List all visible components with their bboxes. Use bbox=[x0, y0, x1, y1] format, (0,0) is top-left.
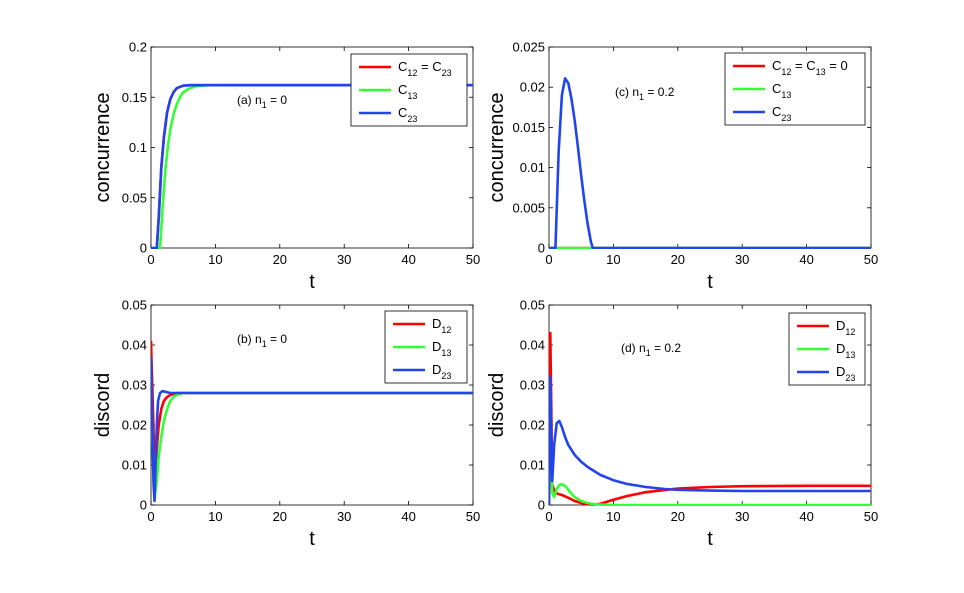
y-tick-label: 0 bbox=[538, 498, 545, 513]
x-tick-label: 20 bbox=[671, 509, 685, 524]
panel-annotation: (a) n1 = 0 bbox=[237, 93, 287, 110]
panel-annotation: (c) n1 = 0.2 bbox=[615, 85, 675, 102]
x-tick-label: 50 bbox=[864, 509, 878, 524]
y-tick-label: 0.1 bbox=[129, 140, 147, 155]
y-tick-label: 0.05 bbox=[520, 298, 545, 313]
x-tick-label: 10 bbox=[606, 509, 620, 524]
x-tick-label: 40 bbox=[799, 252, 813, 267]
series-line-d23 bbox=[549, 375, 871, 506]
y-tick-label: 0.15 bbox=[122, 90, 147, 105]
legend-entry: C13 bbox=[398, 82, 417, 101]
y-tick-label: 0.04 bbox=[122, 338, 147, 353]
panel-annotation: (b) n1 = 0 bbox=[237, 332, 287, 349]
x-tick-label: 10 bbox=[208, 509, 222, 524]
y-tick-label: 0.05 bbox=[122, 190, 147, 205]
legend-entry: D13 bbox=[432, 339, 451, 358]
series-line-c23 bbox=[549, 77, 871, 249]
x-tick-label: 50 bbox=[466, 509, 480, 524]
x-tick-label: 40 bbox=[401, 509, 415, 524]
x-tick-label: 0 bbox=[147, 509, 154, 524]
y-tick-label: 0.03 bbox=[122, 378, 147, 393]
x-tick-label: 30 bbox=[337, 509, 351, 524]
x-axis-label: t bbox=[309, 528, 315, 550]
x-tick-label: 20 bbox=[273, 509, 287, 524]
x-tick-label: 10 bbox=[606, 252, 620, 267]
legend-entry: C23 bbox=[398, 105, 417, 124]
x-tick-label: 20 bbox=[273, 252, 287, 267]
x-tick-label: 30 bbox=[735, 252, 749, 267]
legend: C12 = C13 = 0 C13 C23 bbox=[724, 52, 866, 126]
y-tick-label: 0 bbox=[538, 241, 545, 256]
chart-panel-d: 0 10 20 30 40 50 0 0.01 0.02 0.03 0.04 0.05 t discord… bbox=[486, 298, 878, 551]
x-tick-label: 10 bbox=[208, 252, 222, 267]
x-axis-label: t bbox=[309, 271, 315, 293]
x-tick-label: 40 bbox=[799, 509, 813, 524]
x-axis-label: t bbox=[707, 271, 713, 293]
x-tick-label: 30 bbox=[337, 252, 351, 267]
legend: D12 D13 D23 bbox=[788, 312, 866, 386]
legend: D12 D13 D23 bbox=[384, 310, 468, 384]
y-axis-label: concurrence bbox=[92, 92, 114, 202]
y-tick-label: 0 bbox=[140, 241, 147, 256]
y-tick-label: 0.04 bbox=[520, 338, 545, 353]
y-tick-label: 0 bbox=[140, 498, 147, 513]
x-tick-label: 0 bbox=[147, 252, 154, 267]
y-tick-label: 0.015 bbox=[512, 120, 545, 135]
x-tick-label: 30 bbox=[735, 509, 749, 524]
x-axis-label: t bbox=[707, 528, 713, 550]
series-line-c23 bbox=[151, 83, 473, 249]
legend-entry: C12 = C13 = 0 bbox=[772, 58, 848, 77]
y-tick-label: 0.025 bbox=[512, 40, 545, 55]
legend-entry: C13 bbox=[772, 81, 791, 100]
y-tick-label: 0.02 bbox=[520, 418, 545, 433]
legend-entry: C23 bbox=[772, 104, 791, 123]
legend-entry: D23 bbox=[432, 362, 451, 381]
legend-entry: D12 bbox=[836, 318, 855, 337]
y-tick-label: 0.03 bbox=[520, 378, 545, 393]
y-tick-label: 0.05 bbox=[122, 298, 147, 313]
y-tick-label: 0.005 bbox=[512, 200, 545, 215]
y-tick-label: 0.01 bbox=[520, 160, 545, 175]
x-tick-label: 0 bbox=[545, 252, 552, 267]
legend-entry: D13 bbox=[836, 341, 855, 360]
y-tick-label: 0.02 bbox=[122, 418, 147, 433]
y-tick-label: 0.01 bbox=[520, 458, 545, 473]
x-tick-label: 0 bbox=[545, 509, 552, 524]
y-axis-label: discord bbox=[486, 373, 508, 437]
y-tick-label: 0.01 bbox=[122, 458, 147, 473]
x-tick-label: 50 bbox=[466, 252, 480, 267]
legend: C12 = C23 C13 C23 bbox=[350, 53, 468, 127]
legend-entry: C12 = C23 bbox=[398, 59, 452, 78]
x-tick-label: 40 bbox=[401, 252, 415, 267]
y-axis-label: discord bbox=[92, 373, 114, 437]
chart-panel-b: 0 10 20 30 40 50 0 0.01 0.02 0.03 0.04 0.05 t discord… bbox=[92, 298, 480, 551]
x-tick-label: 50 bbox=[864, 252, 878, 267]
chart-panel-a: 0 10 20 30 40 50 0 0.05 0.1 0.15 0.2 t concurrence (a… bbox=[92, 40, 480, 294]
panel-annotation: (d) n1 = 0.2 bbox=[621, 341, 681, 358]
series-line-d23 bbox=[151, 356, 473, 503]
legend-entry: D12 bbox=[432, 316, 451, 335]
legend-entry: D23 bbox=[836, 364, 855, 383]
chart-panel-c: 0 10 20 30 40 50 0 0.005 0.01 0.015 0.02 0.025 t conc… bbox=[486, 40, 878, 294]
y-axis-label: concurrence bbox=[486, 92, 508, 202]
y-tick-label: 0.2 bbox=[129, 40, 147, 55]
y-tick-label: 0.02 bbox=[520, 80, 545, 95]
x-tick-label: 20 bbox=[671, 252, 685, 267]
